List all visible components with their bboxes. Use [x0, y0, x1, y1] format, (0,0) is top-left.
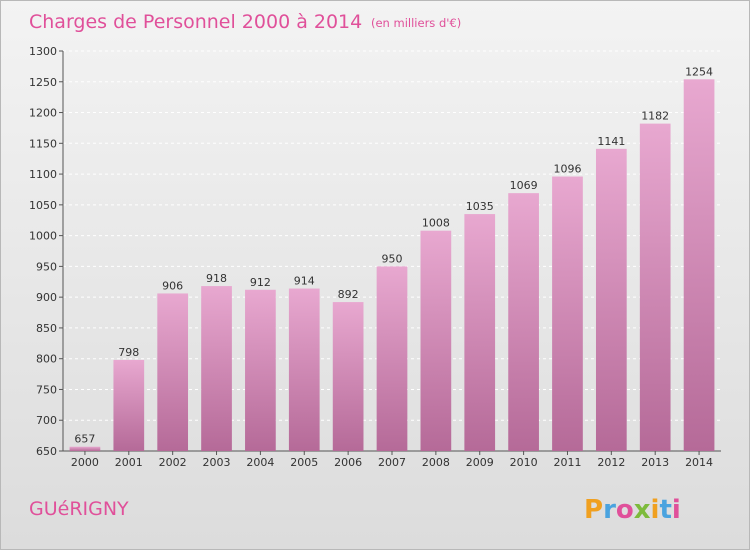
y-tick-label: 800 — [36, 353, 57, 366]
x-tick-label-2012: 2012 — [597, 456, 625, 469]
x-tick-label-2007: 2007 — [378, 456, 406, 469]
x-tick-label-2001: 2001 — [115, 456, 143, 469]
bar-2010 — [508, 193, 539, 451]
x-tick-label-2004: 2004 — [246, 456, 274, 469]
x-tick-label-2011: 2011 — [553, 456, 581, 469]
x-tick-label-2006: 2006 — [334, 456, 362, 469]
data-label-2000: 657 — [74, 433, 95, 446]
y-tick-label: 750 — [36, 383, 57, 396]
data-label-2007: 950 — [382, 252, 403, 265]
bar-2002 — [157, 293, 189, 451]
bar-2006 — [332, 302, 364, 451]
x-tick-label-2010: 2010 — [510, 456, 538, 469]
x-tick-label-2000: 2000 — [71, 456, 99, 469]
bar-2000 — [69, 446, 101, 451]
data-label-2003: 918 — [206, 272, 227, 285]
bar-2013 — [639, 123, 671, 451]
data-label-2004: 912 — [250, 276, 271, 289]
data-label-2012: 1141 — [597, 135, 625, 148]
y-tick-label: 700 — [36, 414, 57, 427]
bar-2004 — [245, 289, 276, 451]
bars — [69, 79, 715, 452]
commune-name: GUéRIGNY — [29, 498, 129, 520]
y-tick-label: 1300 — [29, 45, 57, 58]
data-label-2005: 914 — [294, 275, 315, 288]
data-label-2013: 1182 — [641, 110, 669, 123]
logo-letter: i — [672, 495, 681, 525]
data-label-2002: 906 — [162, 279, 183, 292]
data-label-2008: 1008 — [422, 217, 450, 230]
y-tick-label: 1100 — [29, 168, 57, 181]
x-tick-label-2013: 2013 — [641, 456, 669, 469]
bar-2005 — [288, 288, 320, 451]
x-tick-label-2014: 2014 — [685, 456, 713, 469]
bar-2011 — [552, 176, 583, 452]
data-label-2009: 1035 — [466, 200, 494, 213]
data-label-2011: 1096 — [553, 163, 581, 176]
y-tick-label: 1150 — [29, 137, 57, 150]
chart-title: Charges de Personnel 2000 à 2014 — [29, 11, 362, 33]
logo-letter: x — [634, 495, 651, 525]
data-label-2014: 1254 — [685, 65, 713, 78]
bar-2009 — [464, 214, 496, 451]
x-tick-label-2005: 2005 — [290, 456, 318, 469]
y-tick-label: 1200 — [29, 107, 57, 120]
logo-letter: i — [651, 495, 660, 525]
y-tick-label: 1250 — [29, 76, 57, 89]
logo-letter: r — [603, 495, 616, 525]
x-tick-label-2003: 2003 — [203, 456, 231, 469]
data-labels: 657 798 906 918 912 914 892 950 1008 1035 1069 1096… — [74, 65, 713, 445]
axes: 650 700 750 800 850 900 950 1000 1050 1100 1150 120… — [29, 45, 721, 469]
y-tick-label: 850 — [36, 322, 57, 335]
bar-2012 — [595, 148, 627, 451]
y-tick-label: 650 — [36, 445, 57, 458]
data-label-2010: 1069 — [510, 179, 538, 192]
logo-letter: o — [616, 495, 634, 525]
bar-2008 — [420, 230, 452, 451]
data-label-2006: 892 — [338, 288, 359, 301]
x-tick-label-2008: 2008 — [422, 456, 450, 469]
x-tick-label-2009: 2009 — [466, 456, 494, 469]
y-tick-label: 950 — [36, 260, 57, 273]
chart-subtitle: (en milliers d'€) — [371, 16, 461, 30]
logo-letter: t — [659, 495, 671, 525]
x-tick-label-2002: 2002 — [159, 456, 187, 469]
logo-letter: P — [584, 495, 603, 525]
y-tick-label: 900 — [36, 291, 57, 304]
y-tick-label: 1050 — [29, 199, 57, 212]
bar-2014 — [683, 79, 715, 452]
data-label-2001: 798 — [118, 346, 139, 359]
bar-2007 — [376, 266, 408, 451]
y-tick-label: 1000 — [29, 230, 57, 243]
proxiti-logo: Proxiti — [584, 495, 681, 525]
bar-2001 — [113, 359, 145, 451]
bar-2003 — [201, 286, 232, 451]
